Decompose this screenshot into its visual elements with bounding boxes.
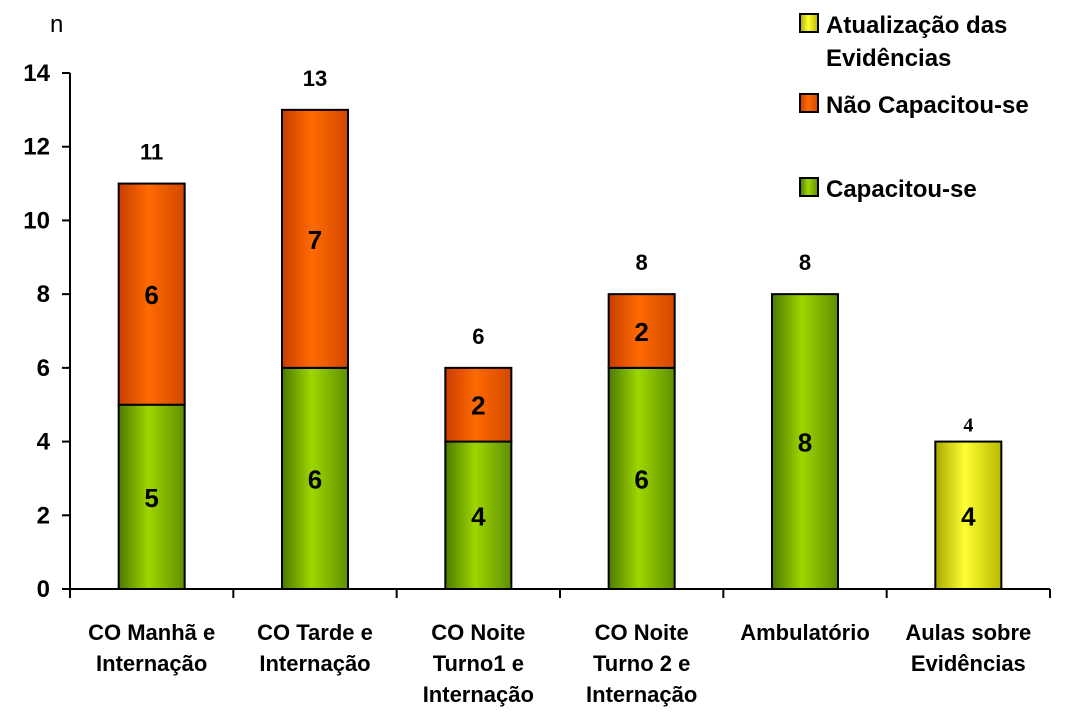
y-tick-label: 2 (37, 502, 50, 529)
bar-segment-value-label: 2 (471, 391, 485, 421)
bar-segment (444, 366, 513, 443)
legend-label: Evidências (826, 45, 951, 72)
legend-label: Não Capacitou-se (826, 92, 1029, 119)
x-category-label: Turno 2 e (593, 651, 690, 676)
x-category-label: Internação (586, 682, 697, 707)
bar-segment-value-label: 6 (634, 464, 648, 494)
bar-segment (771, 293, 839, 590)
bar-segment-value-label: 5 (144, 483, 158, 513)
bar-total-label: 6 (472, 324, 484, 349)
x-category-label: Turno1 e (433, 651, 524, 676)
bar-segment-value-label: 4 (961, 501, 976, 531)
bar-segment (117, 403, 186, 591)
bar-segment (281, 366, 349, 590)
x-category-label: Ambulatório (740, 620, 870, 645)
y-tick-label: 10 (23, 207, 50, 234)
y-axis-label: n (50, 11, 63, 38)
bar-segment-value-label: 4 (471, 501, 486, 531)
x-category-label: Aulas sobre (905, 620, 1031, 645)
y-tick-label: 8 (37, 281, 50, 308)
bar-total-label: 8 (799, 250, 811, 275)
bar-total-label: 13 (303, 66, 327, 91)
bar-total-label: 11 (140, 140, 163, 165)
y-tick-label: 0 (37, 576, 50, 603)
x-category-label: CO Manhã e (88, 620, 215, 645)
x-category-label: Internação (259, 651, 370, 676)
legend-swatch (799, 13, 819, 33)
bar-segment-value-label: 2 (634, 317, 648, 347)
bar-segment (281, 108, 349, 369)
y-tick-label: 12 (23, 134, 50, 161)
y-tick-label: 14 (23, 60, 50, 87)
y-tick-label: 4 (37, 429, 51, 456)
x-category-label: CO Tarde e (257, 620, 373, 645)
bar-segment-value-label: 7 (308, 225, 322, 255)
x-category-label: Internação (423, 682, 534, 707)
x-category-label: CO Noite (595, 620, 689, 645)
x-category-label: CO Noite (431, 620, 525, 645)
legend-swatch (799, 177, 819, 197)
bar-total-label: 4 (963, 415, 973, 437)
bar-segment (934, 440, 1003, 591)
bar-segment-value-label: 8 (798, 428, 812, 458)
y-tick-label: 6 (37, 355, 50, 382)
bar-segment (117, 182, 186, 406)
x-category-label: Internação (96, 651, 207, 676)
legend-label: Capacitou-se (826, 176, 977, 203)
bar-segment (607, 293, 676, 369)
bar-segment-value-label: 6 (144, 280, 158, 310)
bar-segment (444, 440, 513, 591)
bar-total-label: 8 (636, 250, 648, 275)
bar-segment-value-label: 6 (308, 464, 322, 494)
legend-label: Atualização das (826, 12, 1007, 39)
legend-swatch (799, 93, 819, 113)
x-category-label: Evidências (911, 651, 1026, 676)
